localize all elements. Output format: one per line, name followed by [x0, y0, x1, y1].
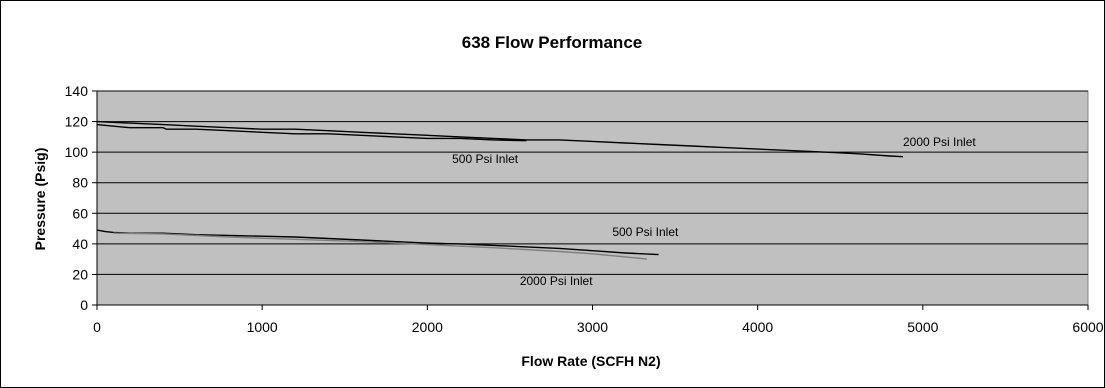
y-tick-label: 120	[65, 114, 89, 130]
axes: 0 20 40 60 80 100 120 140 0 1000 2000 3000 4000 5000 6…	[65, 83, 1104, 335]
plot-area	[96, 90, 1089, 306]
y-tick-label: 100	[65, 144, 89, 160]
series-line-upper-2000-psi-inlet	[96, 120, 904, 158]
series-annotation: 2000 Psi Inlet	[903, 135, 976, 149]
x-tick-label: 3000	[577, 319, 608, 335]
x-tick-label: 4000	[742, 319, 773, 335]
y-tick-label: 80	[72, 175, 88, 191]
x-tick-label: 0	[93, 319, 101, 335]
series-lines	[96, 120, 904, 260]
series-annotation: 500 Psi Inlet	[612, 225, 679, 239]
y-tick-label: 40	[72, 236, 88, 252]
x-tick-label: 5000	[907, 319, 938, 335]
x-tick-label: 6000	[1072, 319, 1103, 335]
y-tick-label: 0	[80, 297, 88, 313]
annotations: 2000 Psi Inlet 500 Psi Inlet 500 Psi Inlet…	[452, 135, 976, 288]
gridlines	[97, 90, 1088, 275]
x-tick-label: 2000	[412, 319, 443, 335]
series-line-lower-2000-psi-inlet	[113, 232, 648, 260]
x-tick-label: 1000	[247, 319, 278, 335]
chart-title: 638 Flow Performance	[462, 33, 642, 52]
y-tick-label: 140	[65, 83, 89, 99]
series-line-upper-500-psi-inlet	[96, 123, 527, 142]
y-tick-label: 60	[72, 205, 88, 221]
x-axis-title: Flow Rate (SCFH N2)	[521, 353, 660, 369]
series-annotation: 500 Psi Inlet	[452, 152, 519, 166]
series-annotation: 2000 Psi Inlet	[520, 274, 593, 288]
y-axis-title: Pressure (Psig)	[32, 148, 48, 251]
y-tick-label: 20	[72, 266, 88, 282]
